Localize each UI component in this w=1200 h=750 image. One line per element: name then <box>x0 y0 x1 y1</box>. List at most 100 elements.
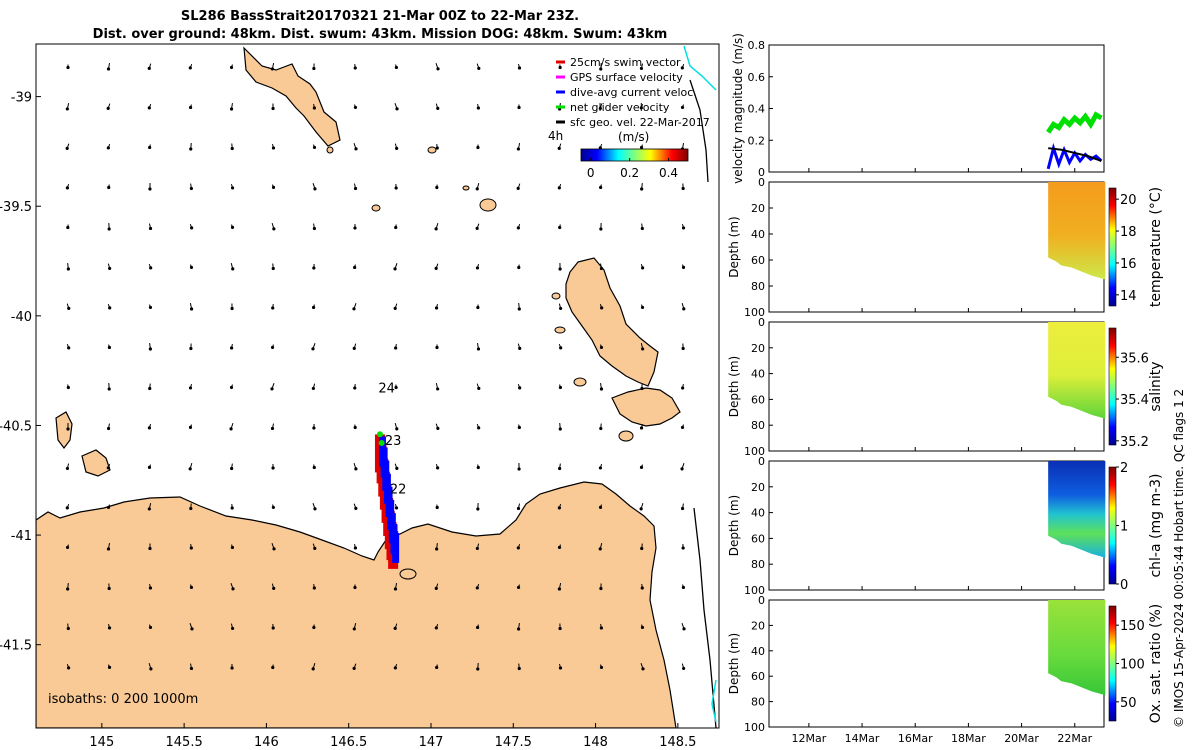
current-arrow-head <box>313 187 317 191</box>
current-arrow-head <box>559 346 563 350</box>
time-tick-label: 14Mar <box>845 732 880 745</box>
current-arrow-head <box>189 506 193 511</box>
current-arrow-head <box>639 66 644 71</box>
current-arrow-head <box>598 466 603 470</box>
colorbar-tick-label: 18 <box>1120 225 1137 240</box>
legend-label: net glider velocity <box>570 101 670 114</box>
current-arrow-head <box>475 187 479 191</box>
panel-y-tick-label: 80 <box>751 696 765 709</box>
speed-colorbar-tick-label: 0 <box>587 166 595 180</box>
current-arrow-head <box>681 186 685 191</box>
current-arrow-head <box>475 266 480 270</box>
current-arrow-head <box>353 66 357 70</box>
current-arrow-head <box>230 545 235 550</box>
glider-track <box>374 431 400 569</box>
current-arrow-head <box>188 425 193 430</box>
current-arrow-head <box>559 306 563 311</box>
panel-y-tick-label: 0 <box>758 176 765 189</box>
current-arrow-head <box>189 147 193 151</box>
current-arrow-head <box>640 226 644 231</box>
panel-y-tick-label: 100 <box>744 584 765 597</box>
time-tick-label: 20Mar <box>1004 732 1039 745</box>
current-arrow-head <box>722 386 724 388</box>
current-arrow-head <box>641 266 645 270</box>
current-arrow-head <box>108 266 112 271</box>
current-arrow-head <box>352 666 356 670</box>
current-arrow-head <box>435 345 439 350</box>
current-arrow-head <box>230 186 235 190</box>
current-arrow-head <box>230 146 234 151</box>
current-arrow-head <box>639 145 644 150</box>
current-arrow-head <box>477 66 481 70</box>
current-arrow-head <box>434 306 439 310</box>
map-y-tick-label: -40.5 <box>0 419 32 434</box>
current-arrow-head <box>435 185 439 190</box>
map-x-tick-label: 148 <box>583 735 608 750</box>
current-arrow-head <box>641 667 645 671</box>
current-arrow-head <box>107 586 111 591</box>
speed-colorbar-tick-label: 0.2 <box>620 166 639 180</box>
current-arrow-head <box>517 307 521 311</box>
current-arrow-head <box>681 346 685 351</box>
current-arrow-head <box>148 226 153 231</box>
current-arrow-head <box>148 546 152 551</box>
current-arrow-head <box>354 147 358 151</box>
current-arrow-head <box>353 386 357 390</box>
current-arrow-head <box>434 586 438 590</box>
current-arrow-head <box>599 387 604 391</box>
current-arrow-head <box>229 65 234 70</box>
current-arrow <box>724 184 725 188</box>
current-arrow-head <box>188 66 192 70</box>
map-y-axis: -39 -39.5 -40 -40.5 -41 -41.5 <box>0 91 41 654</box>
current-arrow-head <box>107 387 111 391</box>
current-arrow-head <box>680 105 685 110</box>
current-arrow-head <box>107 345 112 350</box>
current-arrow-head <box>477 386 481 390</box>
current-arrow-head <box>107 665 112 670</box>
current-arrow-head <box>312 66 316 71</box>
current-arrow-head <box>106 426 111 431</box>
current-arrow-head <box>475 586 479 590</box>
current-arrow-head <box>681 546 685 550</box>
current-arrow-head <box>271 306 275 310</box>
current-arrow-head <box>558 267 562 271</box>
current-arrow-head <box>188 386 193 390</box>
map-x-tick-label: 147 <box>419 735 444 750</box>
panel-y-label: Depth (m) <box>727 633 741 694</box>
panel-y-tick-label: 20 <box>751 481 765 494</box>
panel-y-tick-label: 0.4 <box>748 103 766 116</box>
day-labels: 24 23 22 <box>378 382 406 498</box>
current-vector-mark <box>392 532 400 563</box>
current-arrow-head <box>682 307 686 311</box>
panel-colorbar <box>1108 187 1117 307</box>
current-arrow-head <box>148 305 153 310</box>
legend-label: sfc geo. vel. 22-Mar-2017 <box>570 116 710 129</box>
current-arrow-head <box>352 307 356 311</box>
current-arrow-head <box>436 67 440 71</box>
legend-label: 25cm/s swim vector <box>570 56 681 69</box>
current-arrow-head <box>599 665 604 670</box>
current-arrow-head <box>65 506 69 510</box>
current-arrow-head <box>724 588 726 590</box>
map-x-tick-label: 145 <box>89 735 114 750</box>
current-arrow-head <box>189 666 194 671</box>
day-label: 23 <box>385 434 402 449</box>
current-arrow-head <box>681 386 685 390</box>
current-arrow-head <box>599 227 603 231</box>
current-arrow-head <box>558 466 562 471</box>
panel-y-tick-label: 40 <box>751 368 765 381</box>
current-arrow-head <box>518 386 522 390</box>
current-arrow-head <box>394 346 398 350</box>
panel-y-label: Depth (m) <box>727 356 741 417</box>
isobaths-note: isobaths: 0 200 1000m <box>48 692 198 707</box>
colorbar-label: temperature (°C) <box>1148 187 1164 307</box>
current-arrow-head <box>311 305 316 310</box>
current-arrow-head <box>557 506 561 510</box>
current-arrow <box>723 583 725 589</box>
current-vector-field <box>65 62 726 671</box>
current-arrow-head <box>270 345 275 350</box>
map-content <box>36 45 726 728</box>
current-arrow-head <box>148 187 152 191</box>
current-arrow-head <box>598 547 602 551</box>
